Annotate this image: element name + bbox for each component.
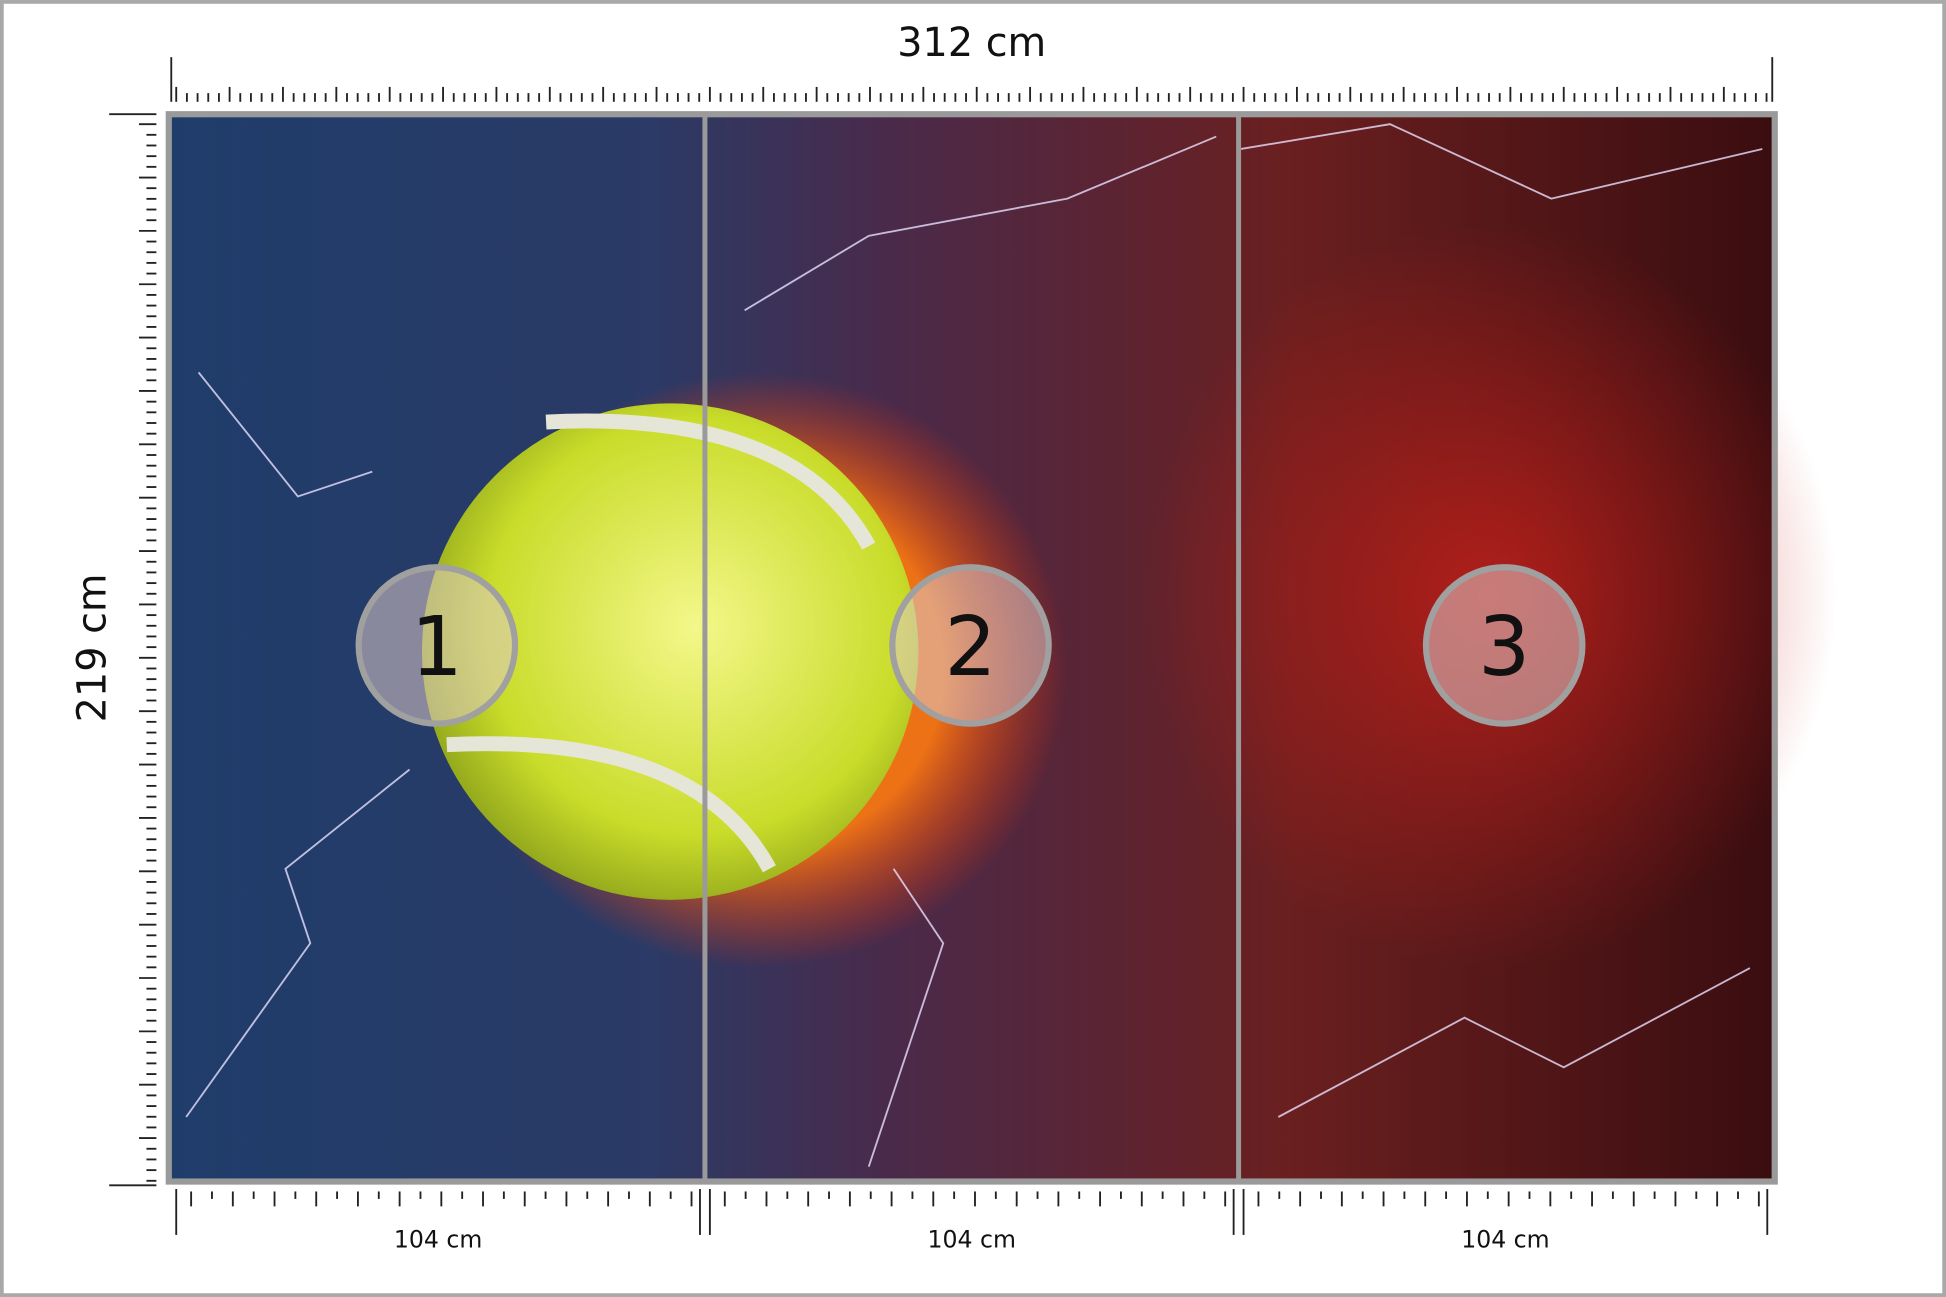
panel-badge [1422,564,1586,727]
lightning [185,123,1763,1167]
panel-number: 3 [1478,600,1530,695]
panel-width: 104 cm [1461,1225,1549,1253]
panel-number: 2 [944,600,996,695]
image-frame [165,111,1778,1185]
image [165,111,1837,1185]
panel-badge [355,564,519,727]
panel-width: 104 cm [394,1225,482,1253]
width-label: 312 cm [897,20,1046,66]
tennis-ball [421,403,919,900]
panel-badge [889,564,1052,727]
panel-width: 104 cm [928,1225,1016,1253]
panel-number: 1 [411,600,463,695]
ball-seam [446,413,876,873]
height-label: 219 cm [69,573,115,722]
